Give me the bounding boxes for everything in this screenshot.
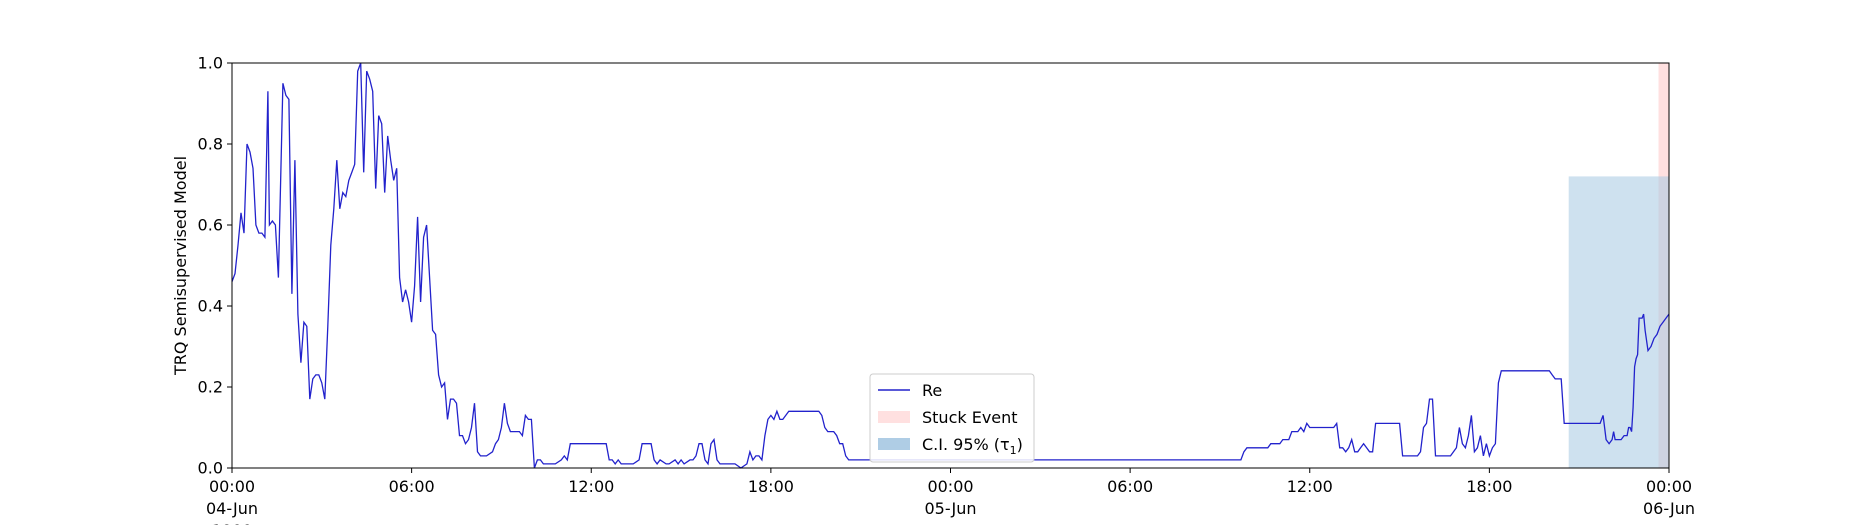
x-tick-label: 12:00 — [1287, 477, 1333, 496]
x-tick-label: 1900 — [212, 521, 253, 525]
legend: Re Stuck Event C.I. 95% (τ1) — [869, 373, 1035, 463]
legend-label: Re — [922, 381, 942, 400]
x-tick-label: 12:00 — [568, 477, 614, 496]
legend-label: C.I. 95% (τ1) — [922, 435, 1023, 457]
legend-label: Stuck Event — [922, 408, 1018, 427]
x-tick-label: 06:00 — [1107, 477, 1153, 496]
x-tick-label: 06:00 — [389, 477, 435, 496]
legend-swatch-patch — [878, 411, 910, 423]
band-confidence-interval — [1568, 176, 1669, 468]
series-line-re — [231, 62, 1670, 469]
y-axis-label: TRQ Semisupervised Model — [171, 156, 190, 376]
x-tick-label: 18:00 — [748, 477, 794, 496]
plot-area — [231, 62, 1670, 469]
legend-box — [869, 373, 1035, 463]
shaded-bands — [1568, 63, 1669, 468]
x-tick-label: 05-Jun — [924, 499, 976, 518]
x-tick-label: 00:00 — [209, 477, 255, 496]
x-tick-label: 04-Jun — [206, 499, 258, 518]
y-tick-label: 0.2 — [198, 378, 223, 397]
x-tick-label: 06-Jun — [1643, 499, 1695, 518]
x-tick-label: 00:00 — [927, 477, 973, 496]
y-tick-label: 0.4 — [198, 297, 223, 316]
y-tick-label: 1.0 — [198, 54, 223, 73]
y-axis: 0.0 0.2 0.4 0.6 0.8 1.0 — [198, 54, 232, 478]
y-tick-label: 0.8 — [198, 135, 223, 154]
x-tick-label: 00:00 — [1646, 477, 1692, 496]
legend-swatch-patch — [878, 438, 910, 450]
x-axis: 00:00 04-Jun 1900 06:00 12:00 18:00 00:00 05-Ju… — [206, 468, 1695, 525]
x-tick-label: 18:00 — [1466, 477, 1512, 496]
y-tick-label: 0.0 — [198, 459, 223, 478]
legend-label-subscript: 1 — [1010, 444, 1017, 457]
y-tick-label: 0.6 — [198, 216, 223, 235]
